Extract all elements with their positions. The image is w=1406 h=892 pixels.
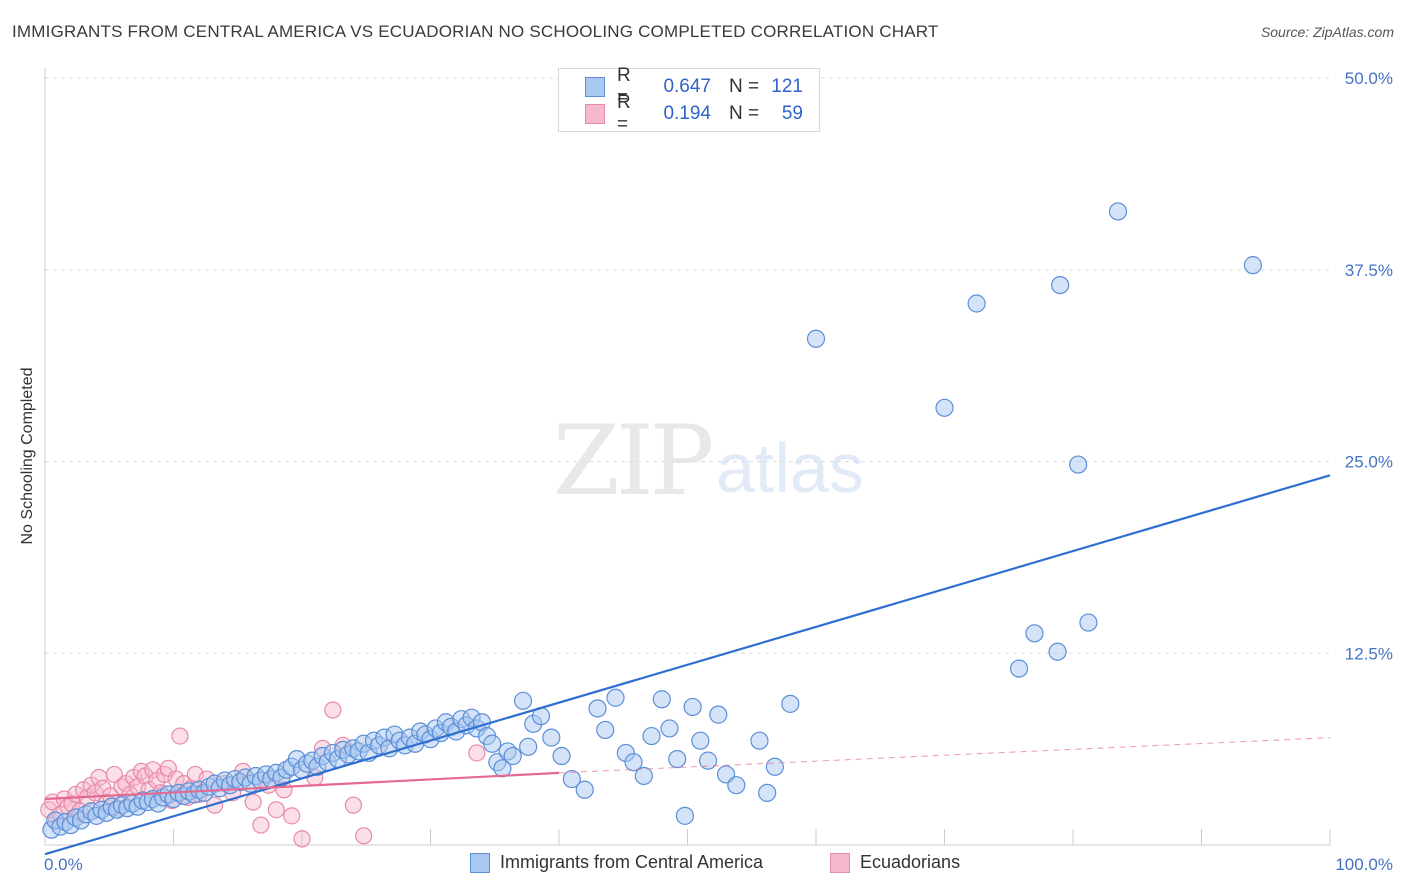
legend-row-central-america: R = 0.647 N = 121 xyxy=(585,65,803,108)
central-america-point xyxy=(588,699,607,718)
central-america-point xyxy=(483,734,502,753)
central-america-point xyxy=(668,749,687,769)
central-america-point xyxy=(642,726,661,746)
legend-n-label: N = xyxy=(729,103,760,124)
legend-n-label: N = xyxy=(729,76,760,97)
central-america-point xyxy=(562,769,581,789)
central-america-point xyxy=(758,783,777,802)
central-america-point xyxy=(1069,455,1088,474)
central-america-point xyxy=(683,697,702,717)
ecuadorian-point xyxy=(468,744,486,762)
ecuadorians-trend-line-solid xyxy=(44,771,560,801)
legend-swatch-pink xyxy=(585,104,605,124)
central-america-point xyxy=(1079,613,1098,632)
central-america-point xyxy=(765,757,784,776)
y-tick-label: 50.0% xyxy=(1345,69,1393,88)
bottom-swatch-pink xyxy=(830,852,850,873)
bottom-swatch-blue xyxy=(470,852,490,873)
central-america-point xyxy=(575,780,594,799)
central-america-point xyxy=(1048,642,1067,661)
legend-n-value: 121 xyxy=(771,76,803,97)
bottom-legend-label: Immigrants from Central America xyxy=(500,852,764,872)
central-america-point xyxy=(596,720,615,740)
legend-n-value: 59 xyxy=(781,103,803,124)
source-label: Source: ZipAtlas.com xyxy=(1260,24,1394,40)
watermark-atlas: atlas xyxy=(716,429,864,507)
central-america-point xyxy=(1009,659,1029,678)
legend-r-label: R = xyxy=(617,65,631,108)
central-america-point xyxy=(709,705,728,724)
axis-layer xyxy=(44,68,1331,846)
central-america-point xyxy=(552,746,571,766)
x-tick-label: 100.0% xyxy=(1335,855,1393,874)
ecuadorian-point xyxy=(252,816,270,834)
ecuadorians-trend-line-dashed xyxy=(558,737,1331,774)
y-tick-label: 12.5% xyxy=(1345,644,1393,663)
ecuadorian-point xyxy=(171,727,189,745)
central-america-trend-line xyxy=(44,474,1331,856)
ecuadorian-point xyxy=(105,765,123,784)
trend-lines xyxy=(44,474,1331,856)
legend-r-value: 0.194 xyxy=(663,103,711,124)
central-america-point xyxy=(513,691,533,710)
central-america-point xyxy=(935,398,954,417)
central-america-point xyxy=(519,737,538,756)
central-america-point xyxy=(542,728,561,747)
bottom-legend-label: Ecuadorians xyxy=(860,852,961,872)
central-america-point xyxy=(806,329,826,348)
legend-r-label: R = xyxy=(617,92,631,135)
x-tick-label: 0.0% xyxy=(44,855,83,874)
ecuadorian-point xyxy=(355,827,373,845)
central-america-point xyxy=(660,719,679,738)
ecuadorian-point xyxy=(293,830,311,848)
ecuadorian-point xyxy=(267,801,285,819)
bottom-legend-central-america: Immigrants from Central America xyxy=(470,852,763,873)
legend-row-ecuadorians: R = 0.194 N = 59 xyxy=(585,92,803,135)
central-america-point xyxy=(1243,256,1263,275)
central-america-point xyxy=(652,690,671,709)
ecuadorian-point xyxy=(344,796,362,814)
ecuadorian-point xyxy=(283,807,301,825)
bottom-legend-ecuadorians: Ecuadorians xyxy=(830,852,960,873)
central-america-points xyxy=(42,202,1263,839)
central-america-point xyxy=(1108,202,1128,221)
central-america-point xyxy=(691,731,710,750)
central-america-point xyxy=(606,688,625,707)
central-america-point xyxy=(503,746,522,766)
central-america-point xyxy=(781,694,800,713)
central-america-point xyxy=(967,294,986,313)
central-america-point xyxy=(698,751,718,770)
grid-layer xyxy=(45,77,1330,654)
legend-r-value: 0.647 xyxy=(663,76,711,97)
central-america-point xyxy=(1025,624,1044,643)
legend-swatch-blue xyxy=(585,77,605,97)
central-america-point xyxy=(727,776,746,795)
central-america-point xyxy=(1051,275,1070,295)
central-america-point xyxy=(634,766,653,786)
correlation-legend: R = 0.647 N = 121 R = 0.194 N = 59 xyxy=(558,65,820,135)
tick-labels: 12.5% 25.0% 37.5% 50.0% 0.0% 100.0% xyxy=(44,69,1393,874)
ecuadorian-point xyxy=(244,793,262,811)
y-tick-label: 25.0% xyxy=(1345,453,1393,472)
central-america-point xyxy=(750,731,769,750)
central-america-point xyxy=(675,806,695,825)
chart-title: IMMIGRANTS FROM CENTRAL AMERICA VS ECUAD… xyxy=(12,22,939,41)
ecuadorian-point xyxy=(324,701,342,719)
central-america-point xyxy=(624,753,643,772)
y-tick-label: 37.5% xyxy=(1345,261,1393,280)
